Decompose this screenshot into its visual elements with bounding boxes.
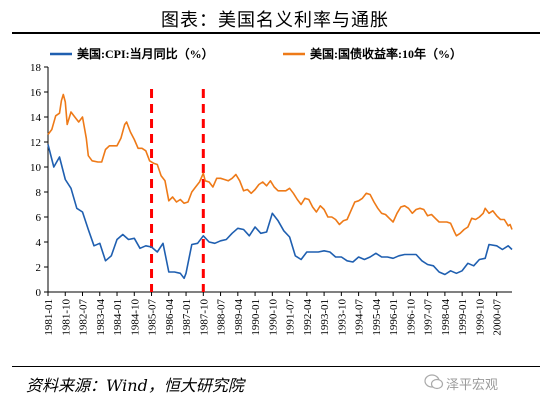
series-layer: [47, 93, 513, 280]
x-tick-label: 1987-01: [181, 299, 193, 336]
x-axis: 1981-01 1981-10 1982-07 1983-04 1984-01 1984-…: [43, 291, 512, 336]
wechat-icon: [424, 374, 444, 390]
x-tick-label: 1989-04: [233, 299, 245, 336]
x-tick-label: 1996-01: [388, 299, 400, 336]
x-tick-label: 1983-04: [95, 299, 107, 336]
page-title: 图表：美国名义利率与通胀: [161, 10, 389, 31]
y-tick-label: 12: [30, 137, 41, 149]
x-tick-label: 1982-07: [78, 299, 90, 336]
title-divider: [12, 32, 540, 34]
annotation-layer: [150, 89, 205, 292]
x-tick-label: 1990-01: [250, 299, 262, 336]
x-tick-label: 1990-10: [267, 299, 279, 336]
x-tick-label: 2000-07: [492, 299, 504, 336]
y-tick-label: 18: [30, 62, 42, 74]
y-tick-label: 16: [30, 87, 42, 99]
legend-label-cpi: 美国:CPI:当月同比（%）: [77, 46, 214, 61]
x-tick-label: 1994-07: [354, 299, 366, 336]
footer-divider: [12, 366, 540, 367]
y-tick-label: 2: [36, 262, 42, 274]
x-tick-label: 1997-07: [423, 299, 435, 336]
source-note: 资料来源：Wind，恒大研究院: [26, 376, 244, 395]
x-tick-label: 1993-10: [336, 299, 348, 336]
x-tick-label: 1981-01: [43, 299, 55, 336]
y-axis: 0 2 4 6 8 10 12 14 16 18: [30, 62, 49, 299]
x-tick-label: 1998-04: [440, 299, 452, 336]
y-tick-label: 4: [36, 237, 42, 249]
x-tick-label: 1987-10: [198, 299, 210, 336]
x-tick-label: 1981-10: [60, 299, 72, 336]
y-tick-label: 10: [30, 162, 42, 174]
x-tick-label: 1999-01: [457, 299, 469, 336]
series-line-cpi: [47, 144, 513, 280]
y-tick-label: 14: [30, 112, 42, 124]
x-tick-label: 1996-10: [405, 299, 417, 336]
legend: 美国:CPI:当月同比（%） 美国:国债收益率:10年（%）: [50, 46, 462, 61]
legend-label-yield: 美国:国债收益率:10年（%）: [310, 46, 462, 61]
x-tick-label: 1999-10: [474, 299, 486, 336]
y-tick-label: 0: [36, 287, 42, 299]
x-tick-label: 1984-10: [129, 299, 141, 336]
x-tick-label: 1991-07: [285, 299, 297, 336]
x-tick-label: 1993-01: [319, 299, 331, 336]
y-tick-label: 6: [36, 212, 42, 224]
y-tick-label: 8: [36, 187, 42, 199]
x-tick-label: 1995-04: [371, 299, 383, 336]
x-tick-label: 1986-04: [164, 299, 176, 336]
x-tick-label: 1985-07: [147, 299, 159, 336]
x-tick-label: 1984-01: [112, 299, 124, 336]
x-tick-label: 1992-04: [302, 299, 314, 336]
x-tick-label: 1988-07: [216, 299, 228, 336]
watermark-text: 泽平宏观: [446, 378, 499, 393]
series-line-treasury-yield: [47, 93, 513, 237]
